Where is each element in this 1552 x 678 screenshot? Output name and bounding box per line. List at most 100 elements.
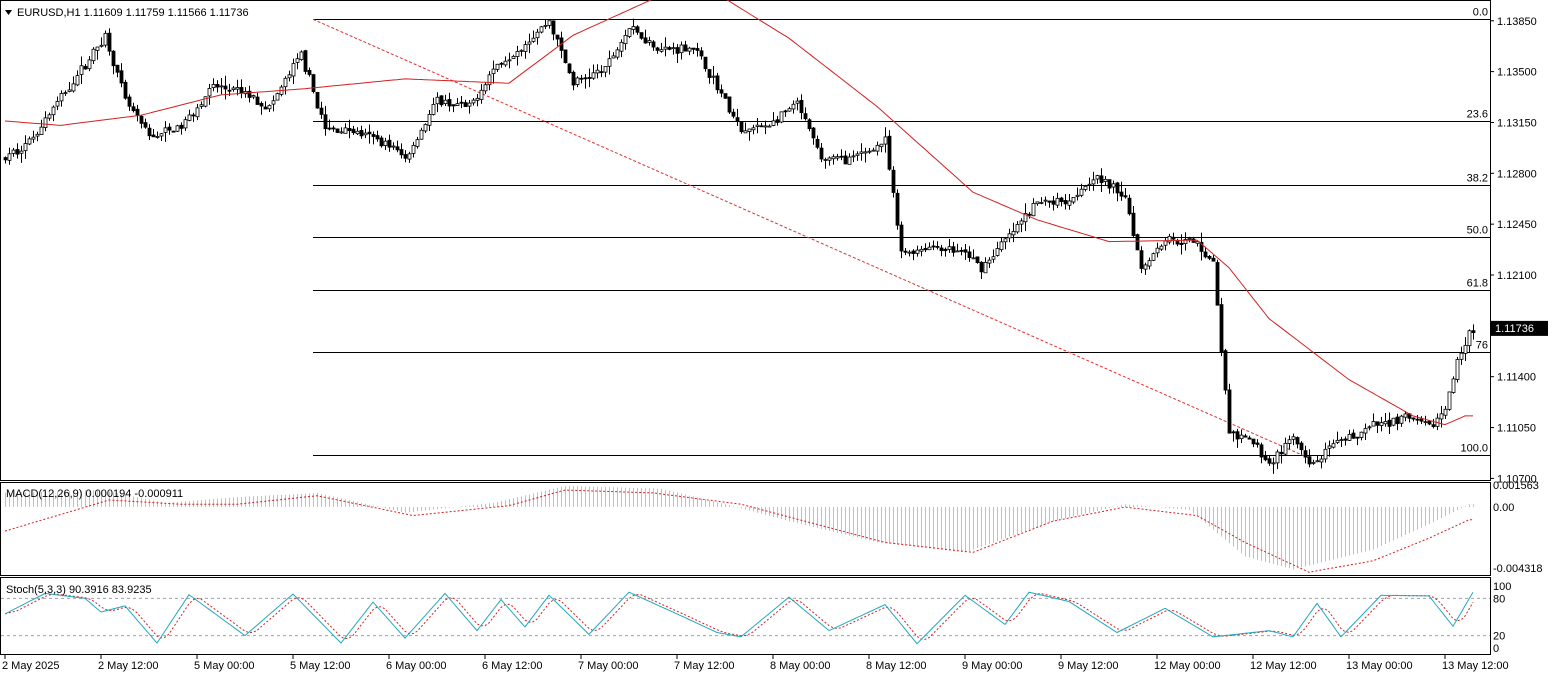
candle [583, 74, 588, 89]
candle-body-bull [1023, 213, 1028, 223]
price-tick-label: 1.12800 [1497, 168, 1537, 180]
candle-body-bear [335, 128, 340, 133]
candle [595, 64, 600, 79]
candle [739, 121, 744, 134]
candle-body-bull [1339, 439, 1344, 441]
candle [667, 45, 672, 51]
candle-body-bear [1303, 450, 1308, 458]
candle-body-bear [935, 246, 940, 248]
candle [1239, 429, 1244, 443]
candle-body-bull [523, 44, 528, 52]
candle-body-bear [1355, 436, 1360, 439]
candle [715, 72, 720, 94]
candle [187, 109, 192, 122]
candle-body-bear [1211, 257, 1216, 262]
candle [563, 49, 568, 64]
candle [891, 166, 896, 198]
candle [631, 18, 636, 35]
price-tick-label: 1.11050 [1497, 423, 1536, 435]
candle [395, 140, 400, 153]
candle [923, 243, 928, 253]
candle [911, 249, 916, 261]
candle [1247, 435, 1252, 440]
dashed-trendline[interactable] [312, 18, 1310, 459]
candle [1307, 449, 1312, 468]
candle [479, 84, 484, 104]
price-axis[interactable]: 1.13850 1.13500 1.13150 1.12800 1.12450 1.121… [1490, 16, 1543, 655]
candle [983, 257, 988, 274]
price-pane-title: EURUSD,H1 1.11609 1.11759 1.11566 1.1173… [17, 7, 249, 19]
candle [603, 66, 608, 78]
candle-body-bear [715, 75, 720, 91]
stoch-pane[interactable] [0, 577, 1491, 655]
candle-body-bull [195, 107, 200, 118]
candle [759, 122, 764, 128]
candle [303, 49, 308, 75]
candle-body-bear [1063, 200, 1068, 205]
candle [543, 19, 548, 30]
candle-body-bull [1363, 428, 1368, 434]
candle [775, 115, 780, 126]
candle [1219, 297, 1224, 357]
candle [947, 239, 952, 254]
macd-pane[interactable] [0, 482, 1491, 576]
candle-body-bull [515, 51, 520, 57]
candle-body-bull [1359, 431, 1364, 438]
price-tick-label: 1.12450 [1497, 219, 1537, 231]
time-tick-label: 5 May 00:00 [194, 660, 255, 672]
candle-body-bear [135, 108, 140, 116]
candle-body-bear [179, 124, 184, 129]
candle-body-bull [1327, 445, 1332, 449]
price-tick-label: 1.13850 [1497, 16, 1537, 28]
candle [407, 151, 412, 163]
trendline-layer[interactable] [312, 18, 1310, 459]
candle [943, 247, 948, 257]
candle-body-bull [999, 241, 1004, 251]
candle [1115, 181, 1120, 202]
candle-body-bear [359, 129, 364, 137]
time-axis[interactable]: 2 May 2025 2 May 12:00 5 May 00:00 5 May 12… [2, 655, 1509, 672]
time-tick-label: 9 May 12:00 [1058, 660, 1119, 672]
candle-body-bull [511, 56, 516, 59]
candle [555, 34, 560, 47]
candle-body-bull [1019, 220, 1024, 225]
candle-body-bear [727, 96, 732, 113]
candle-body-bear [1295, 437, 1300, 445]
candle-body-bear [667, 47, 672, 50]
price-pane[interactable] [0, 0, 1491, 481]
candle [1447, 391, 1452, 411]
candle-body-bull [659, 49, 664, 52]
candle [719, 84, 724, 98]
candle-body-bull [1451, 378, 1456, 393]
candle [743, 122, 748, 134]
candle-body-bear [583, 77, 588, 80]
candle-body-bear [563, 49, 568, 64]
candle [455, 98, 460, 107]
macd-signal-line [4, 489, 1473, 573]
candle-body-bull [1167, 235, 1172, 243]
candle [579, 74, 584, 84]
candle [1151, 252, 1156, 261]
candle [1343, 436, 1348, 446]
candle-body-bull [671, 47, 676, 50]
candle [99, 37, 104, 48]
candle [575, 76, 580, 88]
candle-body-bull [1455, 359, 1460, 380]
candle-body-bear [139, 115, 144, 124]
candle [915, 245, 920, 257]
candle [659, 42, 664, 53]
candle [1127, 194, 1132, 216]
triangle-down-icon[interactable] [5, 10, 12, 15]
candle [1299, 441, 1304, 455]
candle-body-bull [339, 131, 344, 134]
candle-body-bear [1247, 437, 1252, 440]
candle [411, 141, 416, 158]
candle [1391, 417, 1396, 427]
candle-body-bear [639, 32, 644, 39]
candle-body-bear [171, 130, 176, 133]
time-tick-label: 8 May 00:00 [770, 660, 831, 672]
candle [495, 63, 500, 72]
candle [971, 249, 976, 260]
candle-body-bull [1423, 421, 1428, 424]
